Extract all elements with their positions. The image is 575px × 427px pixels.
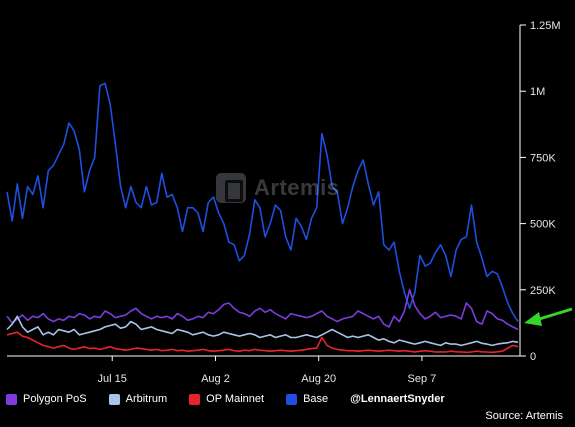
legend-swatch [189,393,201,405]
legend-item-base: Base [286,393,328,405]
chart-ticks: 0 250K 500K 750K 1M 1.25M Jul 15 Aug 2 Aug 20 Sep… [98,20,561,385]
y-tick-label: 250K [530,285,556,297]
legend-label: Polygon PoS [23,393,87,405]
author-handle: @LennaertSnyder [350,393,445,405]
arrow-annotation [524,307,573,326]
legend-swatch [6,393,17,405]
y-tick-label: 1M [530,86,545,98]
legend-item-polygon-pos: Polygon PoS [6,393,87,405]
source-note: Source: Artemis [485,410,563,422]
series-line-base [6,82,519,323]
series-line-op-mainnet [6,331,519,354]
legend-label: Base [303,393,329,405]
watermark: Artemis [216,173,339,203]
y-tick-label: 500K [530,219,556,231]
x-tick-label: Sep 7 [408,373,437,385]
x-tick-label: Aug 20 [301,373,336,385]
y-tick-label: 0 [530,351,536,363]
x-tick-label: Aug 2 [201,373,230,385]
legend: Polygon PoS Arbitrum OP Mainnet Base @Le… [6,393,445,405]
watermark-text: Artemis [254,175,340,200]
x-tick-label: Jul 15 [98,373,127,385]
series-line-arbitrum [6,315,519,347]
chart-marks [6,82,519,354]
y-tick-label: 1.25M [530,20,561,32]
legend-item-arbitrum: Arbitrum [108,393,168,405]
y-tick-label: 750K [530,152,556,164]
legend-label: Arbitrum [125,393,168,405]
legend-label: OP Mainnet [206,393,265,405]
artemis-logo-icon [216,173,246,203]
legend-item-op-mainnet: OP Mainnet [189,393,264,405]
series-line-polygon-pos [6,288,519,331]
legend-swatch [286,393,298,405]
legend-swatch [108,393,120,405]
